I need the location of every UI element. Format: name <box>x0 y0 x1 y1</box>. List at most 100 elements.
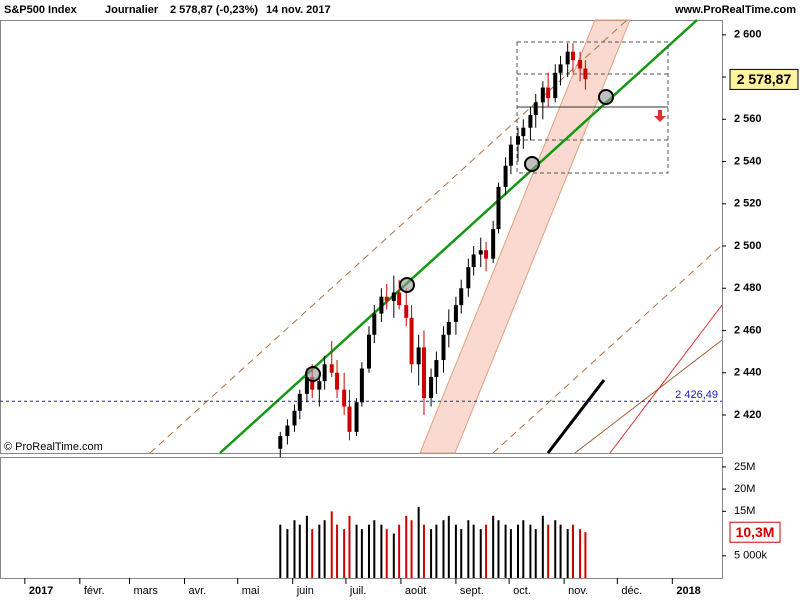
volume-bar <box>547 524 550 578</box>
candle-body <box>421 347 426 399</box>
volume-frame <box>0 457 723 579</box>
y-tick-label: 2 460 <box>734 324 762 336</box>
x-tick-label: juil. <box>349 585 367 597</box>
volume-bar <box>442 520 445 578</box>
volume-bar <box>330 511 333 578</box>
volume-bar <box>298 524 301 578</box>
candle-body <box>446 322 451 335</box>
x-tick-label: avr. <box>188 585 206 597</box>
volume-bar <box>279 524 282 578</box>
marker <box>399 277 415 293</box>
volume-bar <box>497 520 500 578</box>
marker <box>598 89 614 105</box>
candle-body <box>515 136 520 145</box>
volume-bar <box>566 529 569 578</box>
volume-bar <box>492 515 495 578</box>
volume-bar <box>286 529 289 578</box>
volume-bar <box>472 524 475 578</box>
volume-bar <box>323 520 326 578</box>
volume-bar <box>385 529 388 578</box>
y-tick-label: 2 520 <box>734 198 762 210</box>
markers <box>305 89 614 382</box>
volume-bar <box>529 524 532 578</box>
candle-body <box>404 305 409 318</box>
candle-body <box>429 376 434 399</box>
current-label: 2 578,87 <box>737 71 792 87</box>
candle-body <box>503 165 508 187</box>
candle-body <box>434 360 439 377</box>
y-tick-label: 5 000k <box>734 550 768 562</box>
volume-bar <box>380 524 383 578</box>
y-tick-label: 2 480 <box>734 282 762 294</box>
volume-bar <box>398 524 401 578</box>
candle-body <box>384 296 389 301</box>
volume-bar <box>430 529 433 578</box>
volume-bar <box>336 524 339 578</box>
volume-bar <box>360 529 363 578</box>
candle-body <box>372 313 377 335</box>
x-tick-label: déc. <box>621 585 642 597</box>
candle-body <box>304 376 309 394</box>
volume-bar <box>355 524 358 578</box>
volume-bar <box>579 529 582 578</box>
candle-body <box>558 64 563 73</box>
last-value: 2 578,87 (-0,23%) <box>170 4 258 16</box>
volume-bar <box>522 520 525 578</box>
x-tick-label: juin <box>296 585 314 597</box>
volume-bar <box>305 515 308 578</box>
volume-bar <box>541 515 544 578</box>
candle-body <box>379 296 384 314</box>
candle-body <box>335 372 340 390</box>
volume-bar <box>367 524 370 578</box>
candle-body <box>578 60 583 69</box>
volume-bar <box>293 520 296 578</box>
volume-bar <box>405 515 408 578</box>
candle-body <box>471 254 476 268</box>
volume-bar <box>534 529 537 578</box>
volume-bar <box>348 515 351 578</box>
x-tick-label: févr. <box>84 585 105 597</box>
current-tag <box>729 521 781 543</box>
subtitle: Journalier <box>105 4 159 16</box>
candle-body <box>416 347 421 365</box>
site: www.ProRealTime.com <box>674 4 796 16</box>
volume-bar <box>571 524 574 578</box>
candle-body <box>583 68 588 80</box>
y-tick-label: 25M <box>734 461 755 473</box>
volume-bar <box>584 532 587 578</box>
x-tick-label: 2017 <box>29 585 53 597</box>
candle-body <box>278 436 283 449</box>
candle-body <box>441 334 446 361</box>
level-label: 2 426,49 <box>675 389 718 401</box>
candle-body <box>484 250 489 259</box>
volume-bar <box>392 533 395 578</box>
candle-body <box>453 305 458 323</box>
marker <box>524 156 540 172</box>
date: 14 nov. 2017 <box>266 4 331 16</box>
marker <box>305 366 321 382</box>
candle-body <box>391 292 396 301</box>
candle-body <box>397 292 402 306</box>
candle-body <box>292 410 297 426</box>
trend-line <box>219 19 698 454</box>
y-tick-label: 2 560 <box>734 113 762 125</box>
y-tick-label: 2 500 <box>734 240 762 252</box>
x-tick-label: 2018 <box>676 585 700 597</box>
candle-body <box>329 364 334 373</box>
trend-line <box>492 244 723 454</box>
trend-line <box>609 304 723 454</box>
volume-bar <box>504 524 507 578</box>
trend-line <box>574 339 723 454</box>
candle-body <box>359 368 364 403</box>
x-tick-label: mai <box>242 585 260 597</box>
volume-bar <box>311 529 314 578</box>
volume-bar <box>343 529 346 578</box>
candle-body <box>491 229 496 259</box>
volume-bar <box>417 506 420 578</box>
trend-line <box>546 379 606 454</box>
candle-body <box>540 87 545 103</box>
candle-body <box>565 51 570 65</box>
volume-bar <box>318 524 321 578</box>
candle-body <box>546 87 551 99</box>
